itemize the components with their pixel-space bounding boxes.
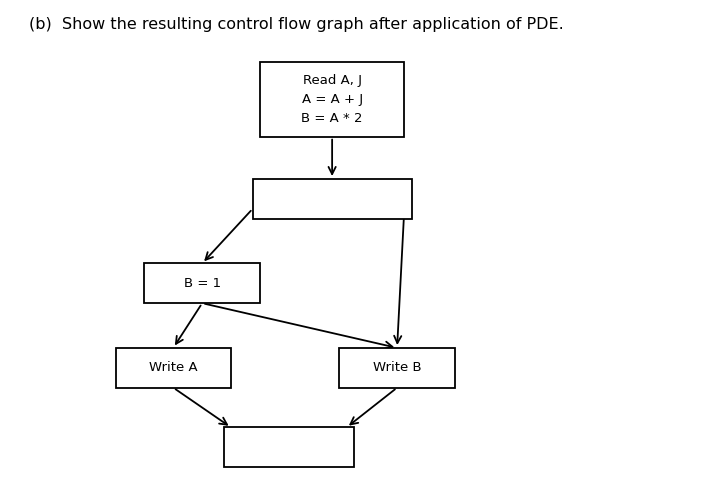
- FancyBboxPatch shape: [144, 263, 260, 303]
- Text: (b)  Show the resulting control flow graph after application of PDE.: (b) Show the resulting control flow grap…: [29, 17, 564, 32]
- FancyBboxPatch shape: [224, 427, 354, 467]
- FancyBboxPatch shape: [339, 348, 455, 388]
- Text: Write B: Write B: [373, 361, 422, 374]
- Text: Write A: Write A: [149, 361, 198, 374]
- Text: Read A, J
A = A + J
B = A * 2: Read A, J A = A + J B = A * 2: [301, 74, 363, 125]
- FancyBboxPatch shape: [253, 179, 412, 219]
- Text: B = 1: B = 1: [183, 277, 221, 290]
- FancyBboxPatch shape: [260, 62, 404, 137]
- FancyBboxPatch shape: [116, 348, 231, 388]
